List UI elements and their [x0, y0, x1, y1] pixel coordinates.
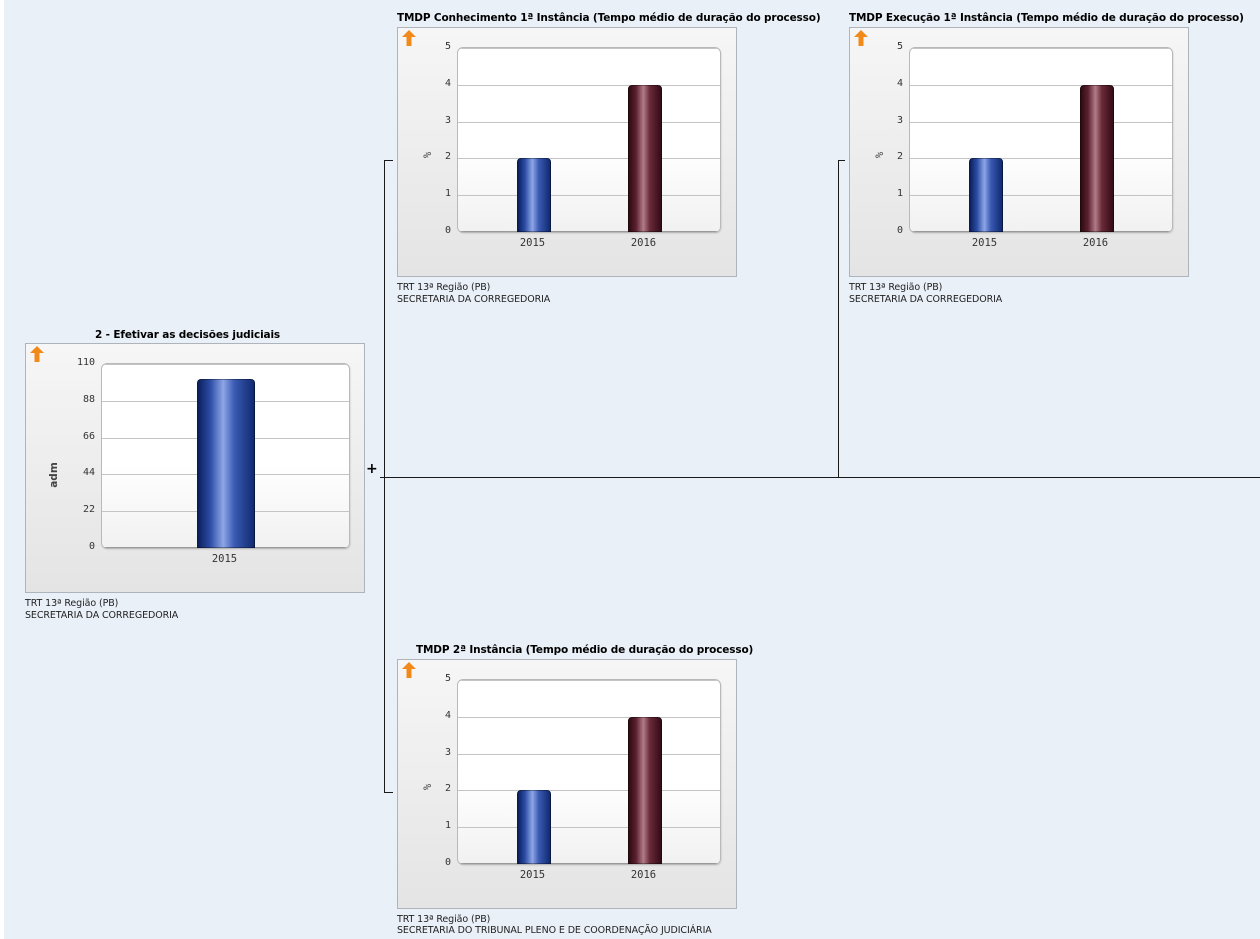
- node-region: TRT 13ª Região (PB): [25, 598, 119, 609]
- node-title[interactable]: TMDP Execução 1ª Instância (Tempo médio …: [849, 12, 1244, 24]
- bar-2015[interactable]: [516, 790, 551, 864]
- y-tick-label: 66: [82, 430, 95, 442]
- node-unit: SECRETARIA DA CORREGEDORIA: [397, 294, 551, 305]
- gridline: [458, 790, 720, 792]
- x-tick-label: 2015: [519, 237, 546, 249]
- y-tick-label: 1: [444, 188, 451, 200]
- gridline: [910, 84, 1172, 86]
- node-title[interactable]: 2 - Efetivar as decisões judiciais: [95, 329, 281, 341]
- y-tick-label: 110: [76, 357, 95, 368]
- y-tick-label: 0: [88, 541, 95, 552]
- y-tick-label: 5: [444, 41, 451, 52]
- bar-2016[interactable]: [627, 84, 662, 232]
- gridline: [910, 158, 1172, 160]
- node-unit: SECRETARIA DA CORREGEDORIA: [25, 610, 179, 621]
- gridline: [458, 121, 720, 123]
- bar-2015[interactable]: [968, 158, 1003, 232]
- y-tick-label: 3: [444, 114, 451, 126]
- indicator-node-execucao[interactable]: TMDP Execução 1ª Instância (Tempo médio …: [849, 12, 1259, 312]
- x-axis-line: [458, 863, 720, 864]
- y-tick-label: 1: [896, 188, 903, 200]
- x-tick-label: 2016: [1082, 237, 1109, 249]
- indicator-node-conhecimento[interactable]: TMDP Conhecimento 1ª Instância (Tempo mé…: [397, 12, 837, 312]
- bar-2016[interactable]: [1079, 84, 1114, 232]
- arrow-up-icon: [30, 346, 44, 362]
- node-region: TRT 13ª Região (PB): [397, 282, 491, 293]
- chart-panel[interactable]: % 0 1 2 3 4 5 2015 2016: [397, 659, 737, 909]
- indicator-node-root[interactable]: 2 - Efetivar as decisões judiciais adm 0…: [25, 328, 369, 633]
- y-tick-label: 88: [82, 393, 95, 405]
- node-title[interactable]: TMDP Conhecimento 1ª Instância (Tempo mé…: [397, 12, 821, 24]
- connector-vertical-main: [384, 160, 385, 792]
- connector-vertical-right: [838, 160, 839, 478]
- x-axis-line: [910, 231, 1172, 232]
- chart-panel[interactable]: % 0 1 2 3 4 5 2015 2016: [849, 27, 1189, 277]
- arrow-up-icon: [402, 662, 416, 678]
- y-tick-label: 0: [896, 225, 903, 236]
- plot-area: [909, 47, 1173, 233]
- chart-panel[interactable]: % 0 1 2 3 4 5 2015 2016: [397, 27, 737, 277]
- x-tick-label: 2015: [211, 553, 238, 565]
- gridline: [910, 48, 1172, 49]
- y-tick-label: 2: [444, 783, 451, 795]
- gridline: [102, 364, 349, 365]
- expand-collapse-toggle[interactable]: +: [366, 461, 378, 477]
- node-unit: SECRETARIA DA CORREGEDORIA: [849, 294, 1003, 305]
- indicator-node-segunda[interactable]: TMDP 2ª Instância (Tempo médio de duraçã…: [397, 644, 837, 939]
- y-tick-label: 3: [444, 746, 451, 758]
- x-tick-label: 2015: [971, 237, 998, 249]
- bar-2016[interactable]: [627, 716, 662, 864]
- strategy-map-canvas: + 2 - Efetivar as decisões judiciais adm…: [4, 0, 1260, 939]
- connector-stub-top: [384, 160, 393, 161]
- x-tick-label: 2016: [630, 869, 657, 881]
- y-tick-label: 2: [896, 151, 903, 163]
- y-tick-label: 4: [896, 77, 903, 89]
- gridline: [910, 121, 1172, 123]
- x-tick-label: 2015: [519, 869, 546, 881]
- plot-area: [457, 47, 721, 233]
- node-title[interactable]: TMDP 2ª Instância (Tempo médio de duraçã…: [416, 644, 754, 656]
- gridline: [910, 195, 1172, 197]
- y-tick-label: 44: [82, 467, 95, 479]
- bar-2015[interactable]: [516, 158, 551, 232]
- bar-2015[interactable]: [196, 379, 255, 548]
- gridline: [458, 195, 720, 197]
- connector-stub-bottom: [384, 792, 393, 793]
- y-tick-label: 2: [444, 151, 451, 163]
- y-tick-label: 22: [82, 504, 95, 516]
- connector-stub-right: [838, 160, 845, 161]
- y-tick-label: 5: [896, 41, 903, 52]
- y-tick-label: 4: [444, 77, 451, 89]
- node-region: TRT 13ª Região (PB): [397, 914, 491, 925]
- x-axis-line: [458, 231, 720, 232]
- y-tick-label: 0: [444, 225, 451, 236]
- gridline: [458, 827, 720, 829]
- arrow-up-icon: [854, 30, 868, 46]
- plot-area: [457, 679, 721, 865]
- plot-area: [101, 363, 350, 549]
- y-tick-label: 0: [444, 857, 451, 868]
- y-tick-label: 5: [444, 673, 451, 684]
- chart-panel[interactable]: adm 0 22 44 66 88 110 2015: [25, 343, 365, 593]
- node-unit: SECRETARIA DO TRIBUNAL PLENO E DE COORDE…: [397, 925, 712, 936]
- x-tick-label: 2016: [630, 237, 657, 249]
- y-axis-label: adm: [48, 462, 60, 488]
- gridline: [458, 680, 720, 681]
- y-tick-label: 1: [444, 820, 451, 832]
- gridline: [458, 48, 720, 49]
- y-tick-label: 3: [896, 114, 903, 126]
- gridline: [458, 753, 720, 755]
- gridline: [458, 158, 720, 160]
- arrow-up-icon: [402, 30, 416, 46]
- node-region: TRT 13ª Região (PB): [849, 282, 943, 293]
- y-tick-label: 4: [444, 709, 451, 721]
- gridline: [458, 716, 720, 718]
- connector-horizontal: [380, 477, 1260, 478]
- gridline: [458, 84, 720, 86]
